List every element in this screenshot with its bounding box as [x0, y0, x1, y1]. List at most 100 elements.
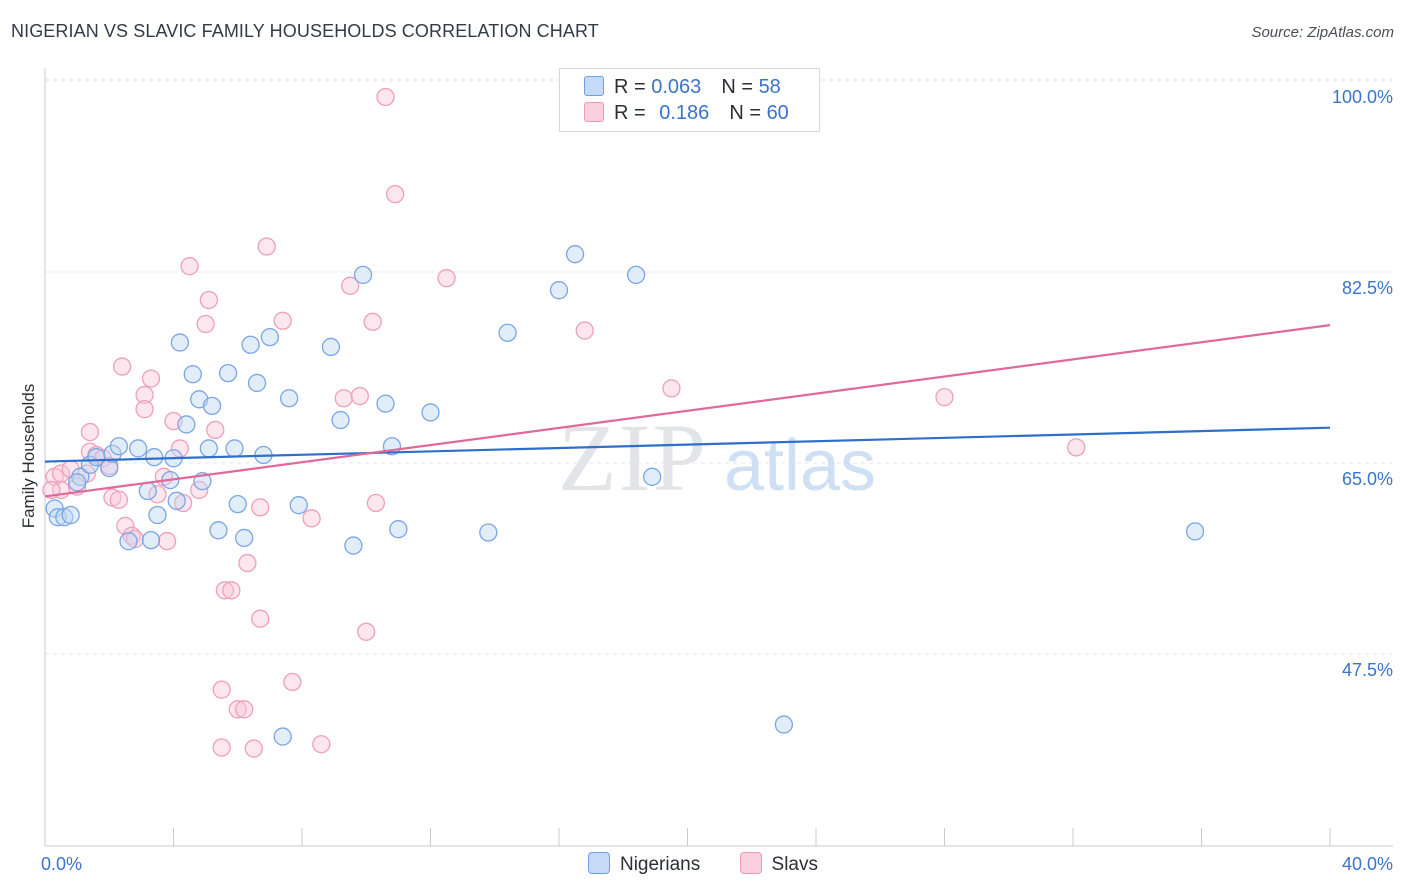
slav-point [157, 532, 177, 551]
nigerian-point [199, 439, 218, 458]
slavs-legend-swatch [739, 852, 762, 874]
slav-point [196, 314, 215, 334]
nigerian-point [235, 528, 254, 548]
slavs-trend-line [44, 324, 1331, 498]
watermark-atlas: atlas [724, 426, 876, 506]
slav-point [283, 672, 302, 692]
nigerian-point [71, 467, 90, 486]
x-tick-label: 0.0% [41, 854, 82, 874]
y-axis-label: Family Households [19, 384, 38, 529]
nigerian-point [353, 265, 373, 285]
nigerian-point [119, 532, 138, 551]
nigerian-point [260, 327, 280, 347]
nigerian-point [218, 363, 238, 383]
slavs-r-value: 0.186 [659, 102, 710, 124]
nigerian-point [67, 473, 87, 492]
nigerians-trend-line [44, 426, 1331, 463]
slav-point [228, 700, 247, 719]
nigerian-point [279, 389, 299, 408]
slav-point [257, 237, 276, 256]
slav-point [341, 276, 360, 295]
slav-point [135, 399, 154, 419]
nigerian-point [344, 536, 363, 555]
nigerian-point [643, 467, 662, 486]
y-tick-label: 100.0% [1332, 87, 1393, 107]
nigerian-point [138, 481, 157, 501]
series-legend: Nigerians Slavs [0, 852, 1406, 876]
slav-point [109, 490, 129, 509]
nigerian-point [273, 727, 292, 746]
nigerian-point [141, 530, 161, 550]
slav-point [135, 385, 154, 405]
slav-point [116, 516, 135, 536]
nigerian-point [626, 265, 646, 285]
nigerian-point [209, 521, 228, 540]
nigerian-point [289, 496, 308, 515]
slav-point [334, 389, 353, 408]
slav-point [273, 311, 292, 330]
slav-point [935, 387, 954, 407]
chart-title: NIGERIAN VS SLAVIC FAMILY HOUSEHOLDS COR… [11, 21, 599, 41]
nigerian-point [421, 403, 440, 422]
watermark: ZIP atlas [558, 404, 876, 511]
nigerians-r-value: 0.063 [651, 76, 702, 98]
nigerian-point [498, 323, 517, 342]
slav-point [575, 321, 594, 340]
slavs-n-value: 60 [766, 102, 789, 124]
slav-point [180, 257, 199, 276]
legend-item-slavs[interactable]: Slavs [739, 852, 818, 876]
slav-point [112, 357, 132, 376]
slav-point [51, 464, 71, 483]
nigerians-legend-swatch [587, 852, 610, 874]
watermark-zip: ZIP [558, 404, 708, 511]
trend-lines [44, 324, 1331, 498]
slav-point [1067, 438, 1086, 457]
nigerian-point [321, 337, 341, 357]
nigerian-point [61, 505, 80, 525]
legend-item-nigerians[interactable]: Nigerians [587, 852, 700, 876]
nigerian-point [241, 335, 260, 354]
slavs-swatch [584, 102, 604, 122]
nigerians-points [45, 245, 1205, 746]
slav-point [215, 581, 235, 600]
correlation-legend: R = 0.063 N = 58 R = 0.186 N = 60 [559, 68, 820, 132]
nigerian-point [167, 491, 186, 510]
slav-point [206, 420, 225, 440]
slavs-points [42, 87, 1086, 758]
slav-point [141, 369, 161, 388]
slav-point [437, 269, 456, 288]
nigerian-point [1185, 522, 1205, 541]
y-tick-label: 65.0% [1342, 469, 1393, 489]
nigerian-point [225, 439, 244, 458]
slav-point [80, 422, 100, 442]
slav-point [363, 312, 382, 331]
nigerian-point [228, 494, 247, 514]
nigerian-point [376, 394, 395, 413]
slav-point [148, 485, 167, 504]
slav-point [251, 609, 270, 628]
nigerian-point [331, 410, 350, 430]
slav-point [662, 379, 681, 398]
y-tick-label: 47.5% [1342, 660, 1393, 680]
y-tick-label: 82.5% [1342, 278, 1393, 298]
nigerian-point [549, 281, 569, 300]
slav-point [212, 680, 231, 699]
slav-point [376, 87, 395, 107]
nigerian-point [247, 373, 267, 393]
slav-point [386, 184, 405, 204]
slav-point [366, 493, 386, 513]
x-tick-label: 40.0% [1342, 854, 1393, 874]
nigerian-point [774, 715, 794, 734]
slav-point [238, 553, 257, 573]
nigerian-point [145, 448, 164, 467]
nigerian-point [170, 333, 190, 352]
legend-row-nigerians: R = 0.063 N = 58 [584, 76, 781, 100]
nigerian-point [389, 520, 408, 539]
nigerians-n-value: 58 [758, 76, 781, 98]
slav-point [244, 739, 263, 758]
slav-point [199, 290, 218, 310]
nigerian-point [109, 437, 129, 456]
nigerians-swatch [584, 76, 604, 96]
slav-point [350, 386, 369, 406]
